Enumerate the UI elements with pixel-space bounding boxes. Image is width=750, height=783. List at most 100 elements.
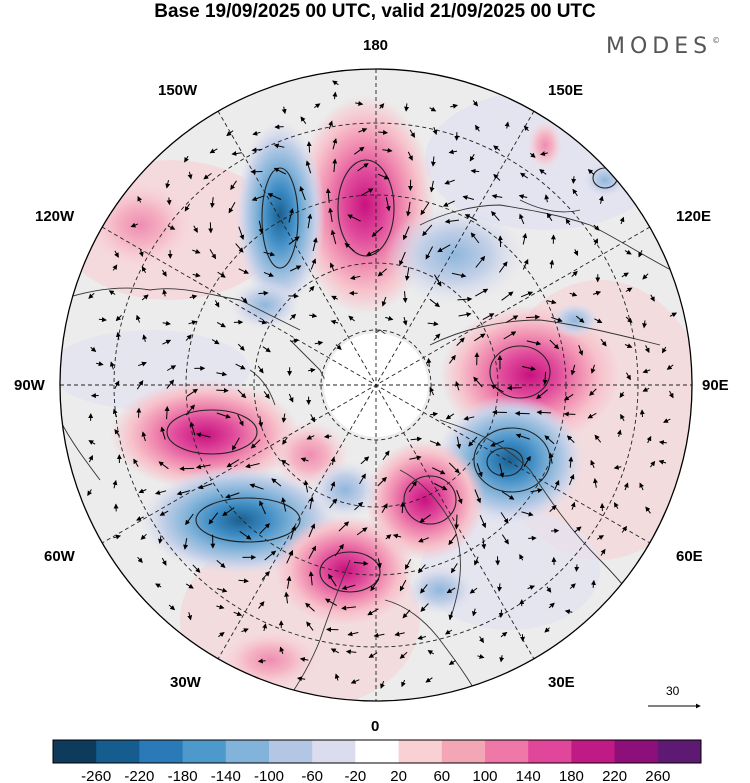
wind-arrow — [521, 366, 536, 371]
wind-arrow — [262, 623, 268, 632]
lon-label-180: 180 — [363, 37, 389, 54]
wind-arrow — [360, 188, 374, 197]
colorbar-swatch — [485, 740, 529, 763]
wind-arrow — [280, 459, 290, 466]
wind-arrow — [358, 128, 368, 133]
wind-arrow — [476, 463, 483, 478]
wind-arrow — [166, 197, 172, 206]
wind-arrow — [331, 295, 338, 301]
wind-arrow — [279, 646, 285, 654]
wind-arrow — [619, 391, 625, 398]
wind-arrow — [594, 434, 602, 443]
wind-arrow — [162, 289, 168, 297]
wind-arrow — [613, 464, 622, 470]
lon-label-150w: 150W — [158, 82, 198, 99]
wind-arrow — [355, 101, 364, 106]
wind-arrow — [230, 180, 237, 191]
wind-arrow — [136, 407, 142, 418]
wind-arrow — [330, 456, 336, 465]
wind-arrow — [448, 462, 460, 474]
wind-arrow — [328, 573, 337, 587]
wind-arrow — [306, 434, 315, 440]
wind-arrow — [521, 511, 534, 517]
wind-arrow — [433, 333, 441, 341]
wind-arrow — [549, 259, 555, 269]
wind-arrow — [264, 550, 277, 561]
wind-arrow — [434, 274, 442, 287]
wind-arrow — [501, 491, 515, 500]
wind-arrow — [523, 125, 529, 132]
wind-arrow — [332, 91, 338, 100]
wind-arrow — [370, 578, 380, 592]
wind-arrow — [183, 538, 189, 550]
wind-arrow — [133, 458, 139, 467]
wind-arrow — [168, 604, 176, 611]
wind-arrow — [332, 80, 339, 86]
wind-arrow — [498, 609, 504, 619]
colorbar-swatch — [398, 740, 443, 763]
wind-arrow — [299, 656, 309, 662]
wind-arrow — [404, 103, 410, 112]
wind-arrow — [98, 317, 107, 323]
colorbar-swatch — [312, 740, 356, 763]
wind-arrow — [377, 173, 390, 180]
wind-arrow — [500, 512, 509, 524]
wind-arrow — [184, 155, 189, 163]
wind-arrow — [658, 459, 667, 465]
wind-arrow — [638, 250, 643, 258]
wind-arrow — [314, 103, 321, 109]
wind-arrow — [286, 549, 294, 564]
wind-arrow — [464, 214, 478, 221]
wind-arrow — [563, 393, 574, 401]
wind-arrow — [578, 345, 584, 356]
wind-arrow — [237, 414, 244, 427]
wind-arrow — [328, 120, 333, 130]
wind-arrow — [341, 584, 356, 591]
wind-arrow — [353, 560, 369, 566]
wind-arrow — [407, 151, 413, 161]
wind-arrow — [471, 608, 477, 617]
chart-title: Base 19/09/2025 00 UTC, valid 21/09/2025… — [154, 1, 596, 22]
wind-arrow — [399, 251, 406, 266]
wind-arrow — [497, 583, 503, 592]
colorbar-label: 140 — [516, 768, 541, 783]
wind-arrow — [262, 346, 271, 353]
wind-arrow — [470, 168, 480, 174]
colorbar-label: -260 — [81, 768, 111, 783]
wind-arrow — [141, 431, 147, 442]
wind-arrow — [642, 387, 650, 392]
wind-arrow — [141, 266, 147, 273]
wind-arrow — [519, 553, 524, 561]
wind-arrow — [188, 320, 197, 326]
wind-arrow — [598, 195, 604, 204]
wind-arrow — [462, 195, 475, 201]
wind-arrow — [349, 275, 361, 280]
wind-arrow — [402, 226, 410, 241]
wind-arrow — [491, 210, 500, 222]
wind-arrow — [522, 232, 528, 245]
wind-arrow — [420, 584, 428, 594]
wind-arrow — [366, 248, 380, 256]
wind-arrow — [499, 463, 505, 478]
wind-arrow — [290, 525, 297, 540]
wind-arrow — [565, 218, 571, 226]
colorbar-label: -60 — [301, 768, 323, 783]
wind-arrow — [621, 272, 629, 278]
wind-arrow — [192, 249, 201, 254]
wind-arrow — [515, 433, 530, 440]
wind-arrow — [529, 152, 536, 158]
wind-arrow — [491, 193, 503, 199]
wind-arrow — [185, 404, 195, 416]
wind-arrow — [425, 677, 433, 683]
wind-arrow — [161, 269, 167, 277]
wind-arrow — [590, 459, 596, 468]
wind-arrow — [115, 331, 121, 340]
wind-arrow — [639, 409, 645, 418]
wind-arrow — [186, 388, 198, 397]
wind-arrow — [519, 213, 525, 225]
wind-arrow — [431, 467, 446, 475]
low-anomaly-siberia — [385, 205, 525, 305]
lon-label-90w: 90W — [14, 377, 45, 394]
wind-arrow — [409, 455, 422, 461]
wind-arrow — [185, 334, 192, 341]
